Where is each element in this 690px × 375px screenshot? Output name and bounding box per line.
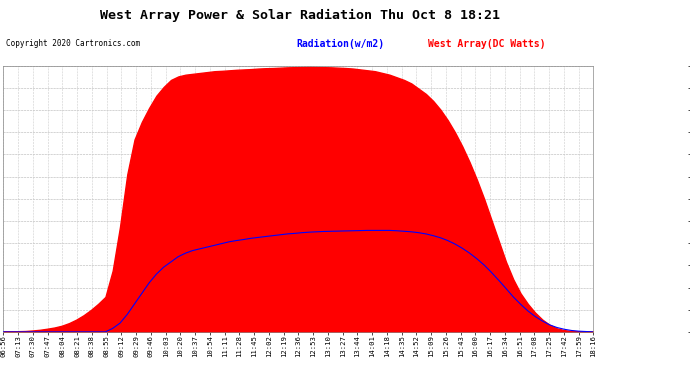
Text: West Array(DC Watts): West Array(DC Watts) [428, 39, 545, 50]
Text: West Array Power & Solar Radiation Thu Oct 8 18:21: West Array Power & Solar Radiation Thu O… [100, 9, 500, 22]
Text: Radiation(w/m2): Radiation(w/m2) [297, 39, 385, 50]
Text: Copyright 2020 Cartronics.com: Copyright 2020 Cartronics.com [6, 39, 139, 48]
